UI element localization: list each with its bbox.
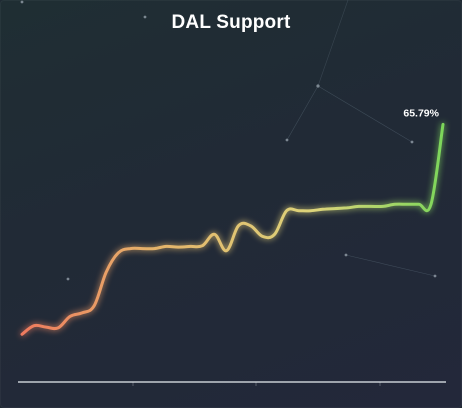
x-axis-ticks: [132, 382, 381, 386]
series-layer: [20, 122, 445, 336]
background-network: [20, 0, 437, 281]
chart-title: DAL Support: [171, 12, 291, 33]
label-layer: 65.79%: [403, 107, 439, 119]
series-line: [20, 122, 445, 336]
end-value-label: 65.79%: [403, 107, 439, 119]
